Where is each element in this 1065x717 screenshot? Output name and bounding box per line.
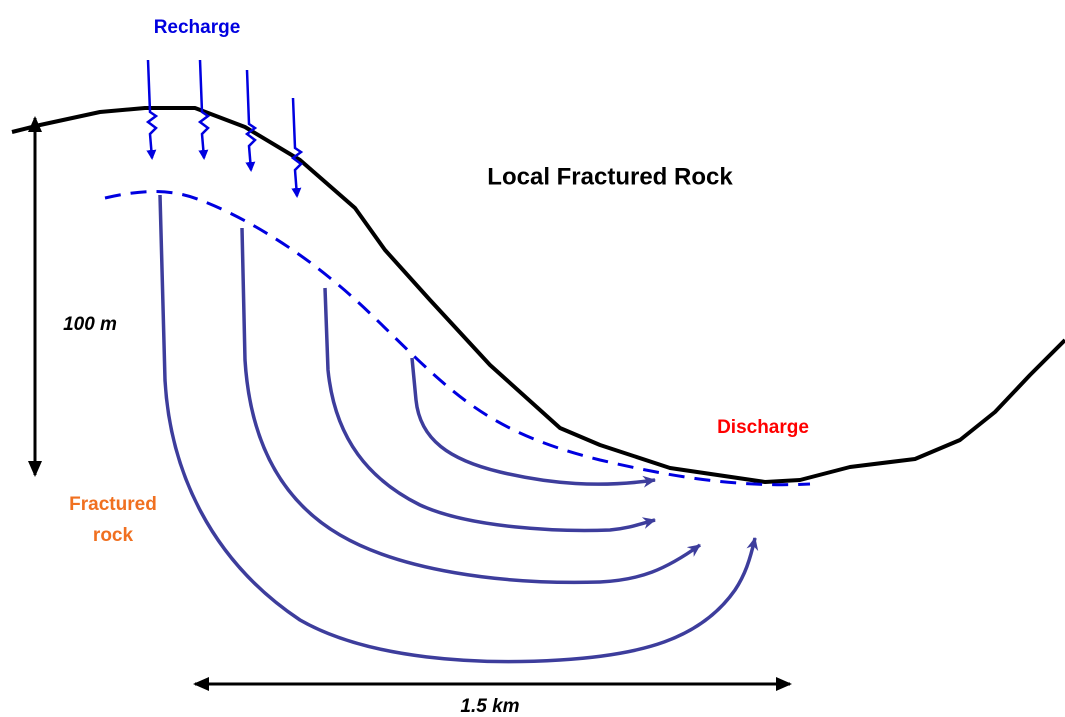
water-table (105, 192, 810, 485)
fractured-rock-label: rock (93, 525, 134, 546)
fractured-rock-label: Fractured (69, 494, 157, 515)
title: Local Fractured Rock (487, 163, 733, 190)
flow-paths (160, 195, 755, 662)
discharge-label: Discharge (717, 417, 809, 438)
width-label: 1.5 km (460, 696, 519, 717)
recharge-label: Recharge (154, 17, 241, 38)
recharge-arrows (148, 60, 301, 196)
diagram: Recharge Local Fractured Rock 100 m Disc… (0, 0, 1065, 717)
depth-label: 100 m (63, 314, 117, 335)
